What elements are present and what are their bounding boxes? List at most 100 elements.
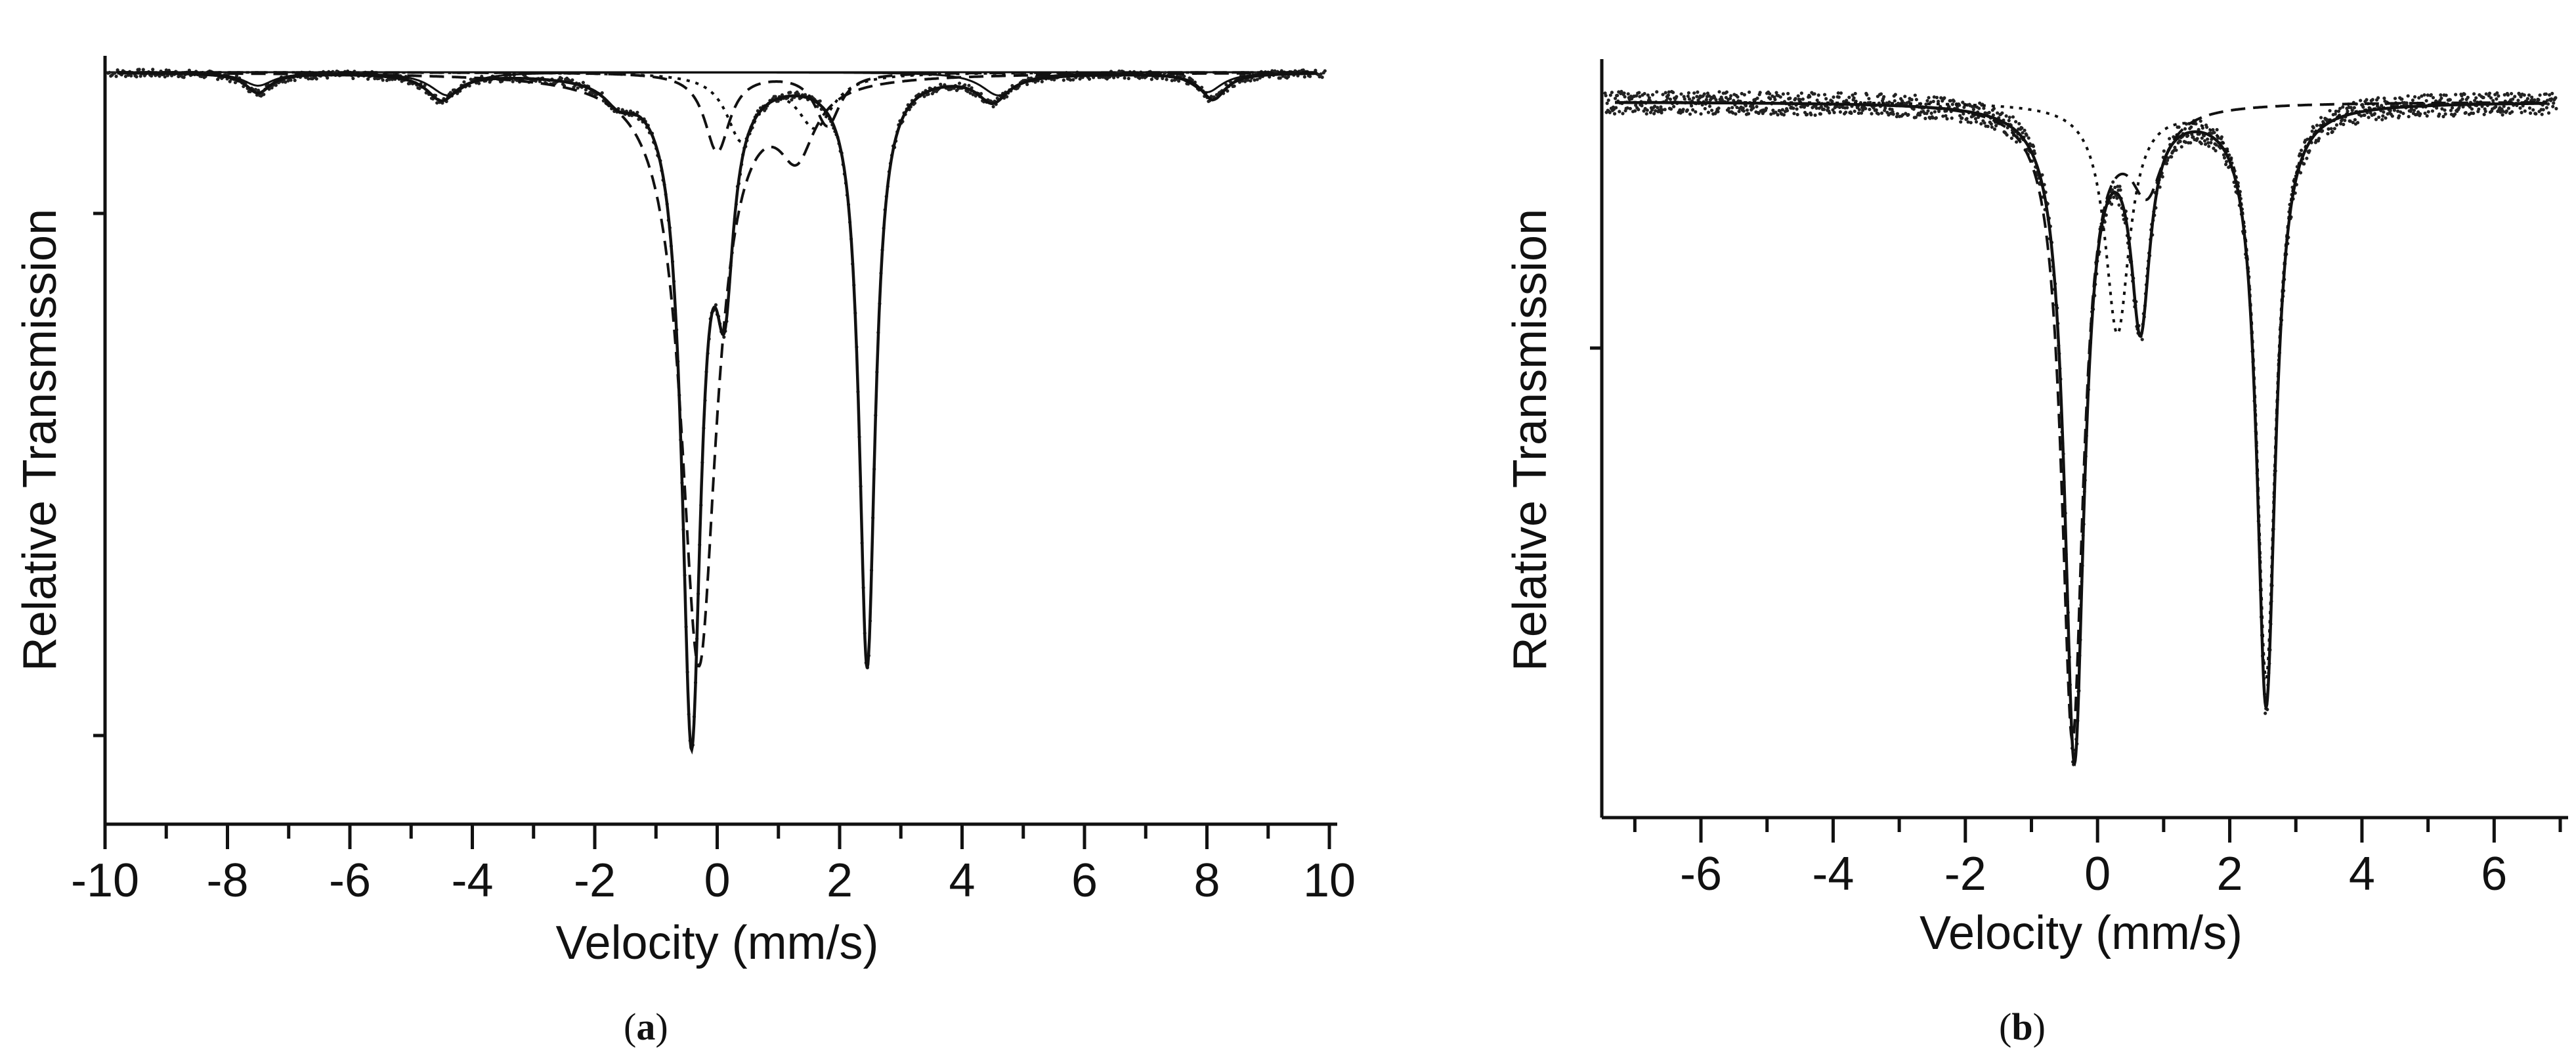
data-point — [2214, 148, 2218, 153]
data-point — [1864, 106, 1868, 110]
data-point — [1979, 121, 1983, 126]
data-point — [1688, 112, 1692, 116]
data-point — [1822, 93, 1827, 97]
data-point — [1730, 106, 1734, 110]
data-point — [1778, 95, 1782, 99]
data-point — [1992, 127, 1997, 131]
data-point — [1736, 95, 1740, 99]
data-point — [270, 86, 274, 90]
data-point — [1062, 78, 1065, 82]
data-point — [2435, 106, 2439, 110]
data-point — [2376, 96, 2380, 100]
data-point — [1652, 112, 1656, 116]
data-point — [2374, 118, 2378, 121]
data-point — [2527, 106, 2532, 110]
data-point — [1874, 108, 1878, 112]
data-point — [1155, 76, 1159, 80]
data-point — [1887, 100, 1891, 104]
data-point — [163, 75, 167, 79]
data-point — [314, 77, 318, 81]
data-point — [2502, 104, 2506, 108]
data-point — [2413, 95, 2417, 99]
data-point — [1822, 108, 1826, 112]
data-point — [2525, 97, 2530, 100]
data-point — [1782, 113, 1786, 117]
data-point — [2112, 195, 2116, 200]
data-point — [1170, 79, 1174, 83]
data-point — [1742, 93, 1746, 97]
data-point — [1664, 91, 1667, 95]
data-point — [2513, 95, 2517, 99]
data-point — [2531, 108, 2535, 112]
data-point — [1635, 94, 1639, 98]
data-point — [1637, 91, 1641, 95]
data-point — [1249, 79, 1253, 83]
data-point — [2377, 115, 2381, 120]
data-point — [2306, 137, 2309, 141]
data-point — [2355, 121, 2360, 125]
data-point — [1893, 99, 1897, 103]
data-point — [2027, 136, 2030, 140]
x-axis-label: Velocity (mm/s) — [1920, 907, 2243, 959]
x-tick-label: 6 — [1071, 854, 1098, 907]
data-point — [2015, 140, 2019, 144]
data-point — [1983, 121, 1986, 125]
data-point — [182, 76, 186, 79]
data-point — [1958, 103, 1962, 107]
data-point — [1925, 99, 1929, 103]
data-point — [2506, 93, 2510, 97]
data-point — [1644, 112, 1648, 116]
data-point — [2449, 108, 2453, 112]
x-tick-label: 0 — [704, 854, 730, 907]
data-point — [1941, 114, 1945, 118]
data-point — [1273, 69, 1277, 73]
data-point — [1844, 110, 1848, 114]
data-point — [2546, 111, 2551, 115]
series-2-dashed-line — [1615, 101, 2547, 743]
data-point — [1685, 108, 1689, 112]
data-point — [1966, 120, 1970, 124]
data-point — [2400, 97, 2404, 101]
data-point — [1943, 96, 1946, 100]
data-point — [2110, 202, 2114, 206]
data-point — [2412, 108, 2416, 112]
data-point — [2429, 93, 2433, 97]
data-point — [1832, 110, 1836, 114]
data-point — [1982, 106, 1986, 110]
data-point — [2206, 137, 2210, 141]
data-point — [1646, 93, 1650, 97]
data-point — [1838, 110, 1842, 114]
data-point — [2009, 136, 2013, 141]
data-point — [1819, 104, 1823, 109]
data-point — [1895, 112, 1899, 116]
data-point — [1818, 112, 1822, 116]
data-point — [2406, 94, 2410, 98]
data-point — [2328, 108, 2332, 113]
data-point — [2477, 107, 2481, 111]
data-point — [581, 81, 585, 85]
x-axis-label: Velocity (mm/s) — [555, 917, 878, 969]
data-point — [2361, 105, 2365, 109]
data-point — [1914, 97, 1918, 102]
data-point — [1645, 108, 1649, 112]
data-point — [1717, 106, 1721, 110]
data-point — [2530, 95, 2534, 99]
data-point — [164, 68, 168, 72]
data-point — [1087, 77, 1092, 81]
data-point — [2506, 106, 2511, 110]
data-point — [2326, 131, 2330, 136]
data-point — [1769, 112, 1773, 116]
data-point — [1786, 91, 1790, 96]
data-point — [2164, 162, 2169, 165]
data-point — [1796, 94, 1800, 98]
data-point — [2321, 129, 2325, 133]
data-point — [2495, 97, 2499, 101]
data-point — [1669, 107, 1673, 111]
y-axis-label: Relative Transmission — [14, 209, 66, 671]
data-point — [1625, 106, 1629, 110]
data-point — [1691, 108, 1695, 112]
data-point — [2007, 116, 2011, 120]
data-point — [1650, 93, 1655, 97]
x-tick-label: 4 — [2349, 848, 2375, 900]
